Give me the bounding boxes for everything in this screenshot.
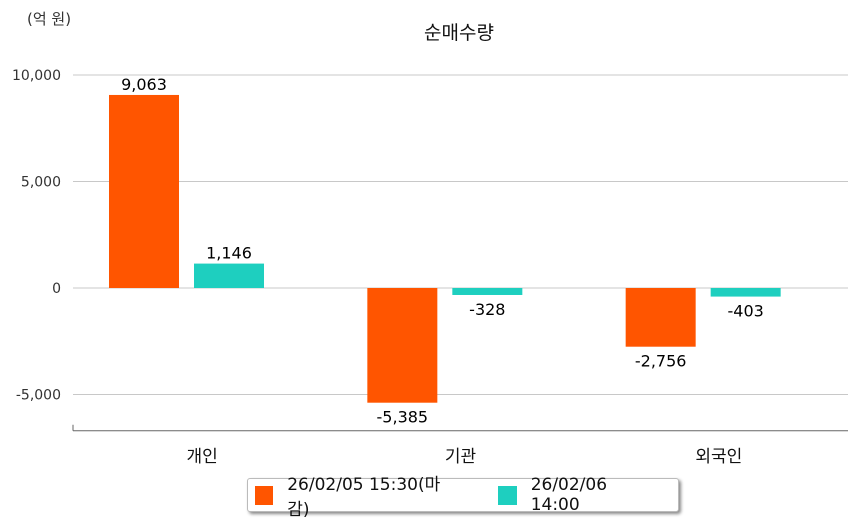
data-label: -2,756 [635, 352, 687, 371]
bar [710, 288, 781, 297]
legend-swatch [255, 485, 274, 505]
chart-title: 순매수량 [424, 22, 494, 44]
legend-item-0[interactable]: 26/02/05 15:30(마감) [248, 470, 455, 520]
bar [109, 94, 179, 288]
legend-label: 26/02/05 15:30(마감) [287, 475, 441, 520]
unit-label: (억 원) [27, 10, 72, 28]
data-label: -328 [469, 300, 505, 319]
legend: 26/02/05 15:30(마감) 26/02/06 14:00 [247, 475, 679, 520]
legend-swatch [498, 485, 517, 505]
y-tick-label: -5,000 [16, 388, 61, 404]
y-tick-label: 0 [52, 281, 61, 297]
y-tick-label: 5,000 [21, 175, 61, 191]
plot-area: 10,000 5,000 0 -5,000 개인 9,063 1,146 기관 -5,385 -3… [12, 68, 848, 467]
bar [625, 288, 696, 347]
x-tick-label: 기관 [445, 447, 476, 467]
bar [194, 263, 264, 288]
data-label: 1,146 [206, 244, 252, 263]
y-tick-label: 10,000 [12, 68, 61, 84]
bar [367, 288, 438, 403]
data-label: -403 [728, 302, 764, 321]
x-tick-label: 외국인 [695, 447, 742, 467]
bar [452, 288, 523, 295]
legend-label: 26/02/06 14:00 [530, 475, 608, 515]
data-label: 9,063 [121, 75, 167, 94]
data-label: -5,385 [377, 408, 429, 427]
legend-item-1[interactable]: 26/02/06 14:00 [491, 475, 656, 515]
x-tick-label: 개인 [187, 447, 218, 467]
